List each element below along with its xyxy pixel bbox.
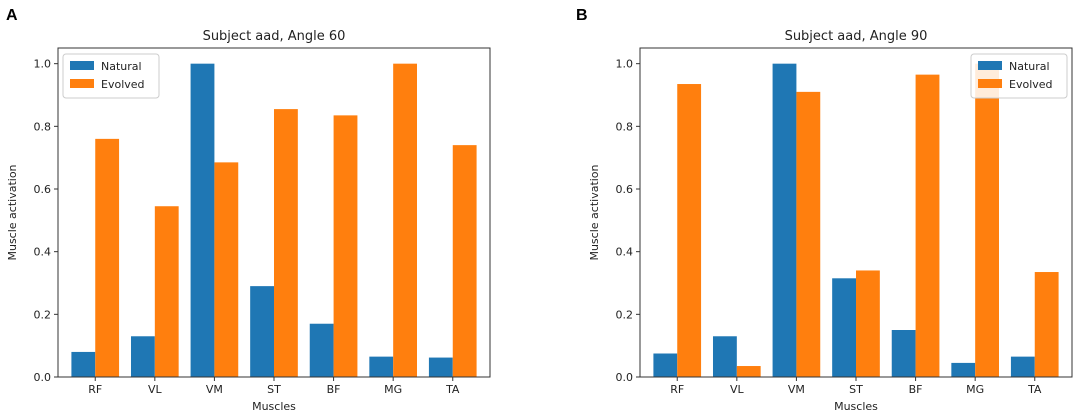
panel-letter: A — [6, 7, 18, 24]
bar-evolved-bf — [915, 74, 940, 377]
y-tick-label: 1.0 — [34, 58, 52, 71]
x-tick-label: BF — [909, 383, 923, 396]
x-axis-label: Muscles — [834, 400, 878, 413]
y-tick-label: 0.8 — [34, 120, 52, 133]
y-tick-label: 0.4 — [34, 246, 52, 259]
x-tick-label: VM — [788, 383, 805, 396]
bar-evolved-rf — [95, 138, 120, 377]
legend-label-natural: Natural — [101, 60, 142, 73]
x-tick-label: VM — [206, 383, 223, 396]
bar-natural-ta — [428, 357, 453, 377]
bar-natural-bf — [891, 330, 916, 377]
y-tick-label: 1.0 — [616, 58, 634, 71]
bar-natural-mg — [369, 356, 394, 377]
bar-natural-rf — [71, 351, 96, 377]
bar-evolved-ta — [452, 145, 477, 377]
x-tick-label: MG — [384, 383, 402, 396]
legend-swatch-evolved — [978, 79, 1002, 88]
bar-evolved-mg — [393, 63, 417, 378]
x-tick-label: RF — [88, 383, 102, 396]
x-tick-label: RF — [670, 383, 684, 396]
bar-evolved-ta — [1034, 272, 1059, 377]
bar-evolved-vl — [154, 206, 179, 377]
y-tick-label: 0.6 — [616, 183, 634, 196]
x-tick-label: VL — [148, 383, 163, 396]
legend-swatch-natural — [978, 61, 1002, 70]
plot-frame — [639, 47, 1073, 378]
y-tick-label: 0.0 — [34, 371, 52, 384]
bar-evolved-rf — [677, 84, 702, 377]
bar-natural-vl — [712, 336, 737, 377]
legend: Natural Evolved — [970, 53, 1068, 99]
legend-swatch-evolved — [70, 79, 94, 88]
bar-evolved-bf — [333, 115, 358, 378]
y-tick-label: 0.0 — [616, 371, 634, 384]
y-axis-label: Muscle activation — [588, 164, 601, 260]
bar-evolved-st — [274, 109, 298, 377]
chart-title: Subject aad, Angle 90 — [785, 29, 928, 44]
x-axis-label: Muscles — [252, 400, 296, 413]
bar-natural-vm — [190, 63, 215, 378]
x-tick-label: TA — [1027, 383, 1042, 396]
y-tick-label: 0.6 — [34, 183, 52, 196]
bar-evolved-vm — [214, 162, 239, 377]
x-tick-label: ST — [849, 383, 863, 396]
legend-swatch-natural — [70, 61, 94, 70]
x-tick-label: ST — [267, 383, 281, 396]
bar-evolved-mg — [975, 63, 999, 378]
legend-label-evolved: Evolved — [101, 78, 145, 91]
bar-natural-bf — [309, 323, 334, 377]
bar-natural-rf — [653, 353, 678, 377]
bar-evolved-st — [856, 270, 880, 377]
chart-title: Subject aad, Angle 60 — [203, 29, 346, 44]
legend: Natural Evolved — [62, 53, 160, 99]
x-tick-label: BF — [327, 383, 341, 396]
y-tick-label: 0.2 — [34, 308, 52, 321]
y-tick-label: 0.8 — [616, 120, 634, 133]
bar-natural-vl — [130, 336, 155, 377]
panel-letter: B — [576, 7, 588, 24]
bar-natural-st — [250, 286, 274, 377]
chart-panel-a: A Subject aad, Angle 60 RF VL VM ST BF MG TA 0.0 0… — [6, 7, 491, 413]
bar-evolved-vm — [796, 91, 821, 378]
x-tick-label: TA — [445, 383, 460, 396]
legend-label-natural: Natural — [1009, 60, 1050, 73]
legend-label-evolved: Evolved — [1009, 78, 1053, 91]
x-tick-label: MG — [966, 383, 984, 396]
bar-natural-mg — [951, 362, 976, 377]
bar-natural-ta — [1010, 356, 1035, 377]
y-axis-label: Muscle activation — [6, 164, 19, 260]
chart-panel-b: B Subject aad, Angle 90 RF VL VM ST BF MG TA 0.0 0… — [576, 7, 1073, 413]
bar-natural-st — [832, 278, 856, 377]
y-tick-label: 0.4 — [616, 246, 634, 259]
bar-evolved-vl — [736, 366, 761, 377]
plot-frame — [57, 47, 491, 378]
x-tick-label: VL — [730, 383, 745, 396]
y-tick-label: 0.2 — [616, 308, 634, 321]
bar-natural-vm — [772, 63, 797, 378]
